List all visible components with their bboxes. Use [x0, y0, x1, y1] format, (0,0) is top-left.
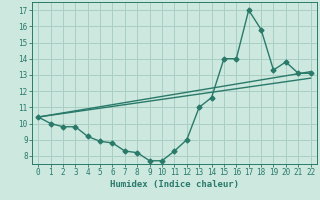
- X-axis label: Humidex (Indice chaleur): Humidex (Indice chaleur): [110, 180, 239, 189]
